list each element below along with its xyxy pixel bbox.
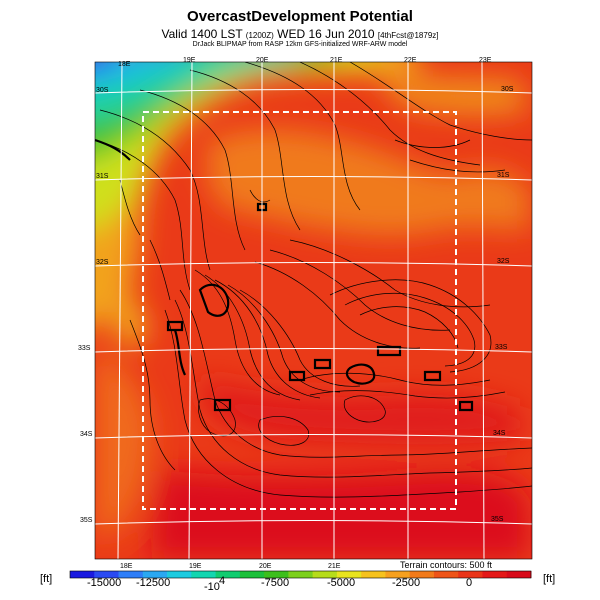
lat-label: 33S: [495, 344, 508, 351]
colorbar-label: -5000: [327, 577, 355, 589]
lat-label: 33S: [78, 345, 91, 352]
colorbar-swatch: [288, 571, 314, 578]
lat-labels-left: 30S 31S 32S 33S 34S 35S: [78, 87, 109, 524]
colorbar-swatch: [167, 571, 192, 578]
colorbar-swatch: [312, 571, 338, 578]
colorbar-swatch: [506, 571, 532, 578]
colorbar-swatch: [215, 571, 241, 578]
terrain-contours: [95, 62, 532, 498]
lon-label: 22E: [404, 57, 417, 64]
colorbar-swatch: [336, 571, 362, 578]
colorbar-swatch: [191, 571, 216, 578]
colorbar-label: -10: [204, 581, 220, 593]
colorbar-swatch: [482, 571, 508, 578]
lat-label: 32S: [497, 258, 510, 265]
lon-label: 20E: [256, 57, 269, 64]
lon-labels-bottom: 18E 19E 20E 21E: [120, 563, 341, 570]
lat-label: 31S: [497, 172, 510, 179]
lat-label: 30S: [501, 86, 514, 93]
colorbar-labels: -15000 -12500 -10 4 -7500 -5000 -2500 0: [87, 575, 472, 593]
lat-label: 35S: [80, 517, 93, 524]
colorbar-swatch: [458, 571, 483, 578]
colorbar-swatch: [70, 571, 95, 578]
valid-utc: (1200Z): [245, 31, 274, 40]
lon-label: 21E: [328, 563, 341, 570]
lon-label: 19E: [183, 57, 196, 64]
valid-date: WED 16 Jun 2010: [277, 27, 375, 41]
inner-domain-box: [142, 111, 457, 510]
lon-label: 18E: [120, 563, 133, 570]
colorbar: [69, 570, 532, 579]
colorbar-label: -15000: [87, 577, 121, 589]
colorbar-swatch: [433, 571, 459, 578]
lon-label: 21E: [330, 57, 343, 64]
lat-lon-grid: [95, 62, 532, 559]
lon-labels-top: 18E 19E 20E 21E 22E 23E: [118, 57, 492, 68]
lat-label: 35S: [491, 516, 504, 523]
colorbar-swatch: [264, 571, 289, 578]
plot-frame: [94, 61, 533, 560]
lat-label: 31S: [96, 173, 109, 180]
colorbar-swatch: [142, 571, 168, 578]
map-title: OvercastDevelopment Potential: [187, 8, 413, 25]
forecast-tag: [4thFcst@1879z]: [377, 31, 439, 40]
color-field: [95, 62, 532, 559]
colorbar-label: -2500: [392, 577, 420, 589]
colorbar-label: -7500: [261, 577, 289, 589]
colorbar-unit-left: [ft]: [40, 573, 53, 585]
lat-labels-right: 30S 31S 32S 33S 34S 35S: [491, 86, 514, 523]
lat-label: 34S: [493, 430, 506, 437]
colorbar-swatch: [385, 571, 411, 578]
colorbar-unit-right: [ft]: [543, 573, 556, 585]
colorbar-label: -12500: [136, 577, 170, 589]
colorbar-swatch: [94, 571, 119, 578]
colorbar-label: 0: [466, 577, 472, 589]
colorbar-swatch: [239, 571, 265, 578]
lat-label: 30S: [96, 87, 109, 94]
lon-label: 23E: [479, 57, 492, 64]
colorbar-swatch: [409, 571, 435, 578]
colorbar-label-exponent: 4: [219, 575, 225, 587]
valid-main: Valid 1400 LST: [161, 27, 243, 41]
valid-time: Valid 1400 LST (1200Z) WED 16 Jun 2010 […: [0, 27, 600, 41]
colorbar-swatch: [118, 571, 144, 578]
colorbar-swatch: [361, 571, 386, 578]
model-credit: DrJack BLIPMAP from RASP 12km GFS-initia…: [192, 41, 408, 48]
terrain-contour-note: Terrain contours: 500 ft: [400, 560, 493, 570]
lon-label: 19E: [189, 563, 202, 570]
lat-label: 34S: [80, 431, 93, 438]
colorbar-frame: [69, 570, 532, 579]
lon-label: 20E: [259, 563, 272, 570]
lat-label: 32S: [96, 259, 109, 266]
lon-label: 18E: [118, 61, 131, 68]
